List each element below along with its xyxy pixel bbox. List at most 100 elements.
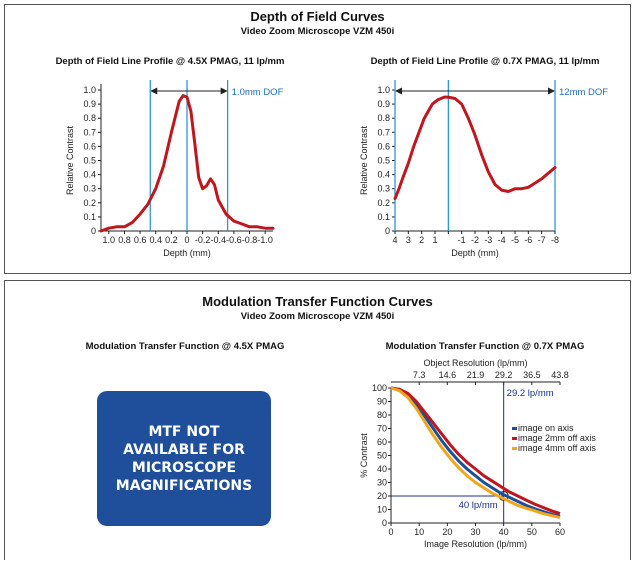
dof-arrow-head-right [548,87,555,95]
x-tick-label: -8 [551,235,559,245]
x-tick-label: 3 [406,235,411,245]
mtf-section: Modulation Transfer Function Curves Vide… [4,280,631,560]
dof-annotation: 1.0mm DOF [232,87,284,98]
mtf-left-title: Modulation Transfer Function @ 4.5X PMAG [85,341,285,352]
y-tick-label: 0.4 [377,170,390,180]
y-tick-label: 0.9 [377,99,390,109]
y-tick-label: 0.8 [83,113,96,123]
x-tick-label: 30 [470,527,480,537]
y-tick-label: 0.1 [377,212,390,222]
x2-axis-label: Object Resolution (lp/mm) [423,358,527,368]
y-tick-label: 0.5 [377,156,390,166]
mtf-not-available-notice: MTF NOT AVAILABLE FOR MICROSCOPE MAGNIFI… [97,391,271,526]
y-tick-label: 0 [382,518,387,528]
y-tick-label: 0.2 [377,198,390,208]
x-tick-label: -0.8 [242,235,258,245]
x-tick-label: 0 [388,527,393,537]
y-tick-label: 0.6 [377,141,390,151]
x-tick-label: 10 [414,527,424,537]
x-axis-label: Depth (mm) [451,248,499,258]
x-axis-label: Image Resolution (lp/mm) [424,539,527,549]
x-tick-label: 0.2 [165,235,178,245]
y-tick-label: 70 [377,424,387,434]
contrast-curve [393,95,557,201]
mtf-section-title: Modulation Transfer Function Curves [202,294,433,309]
mtf-curve-series-2 [390,386,561,516]
dof-chart-0-7x: 00.10.20.30.40.50.60.70.80.91.04 3 2 1 -1 -2-… [359,80,608,258]
dof-arrow-head-right [220,87,228,95]
x-tick-label: -1.0 [257,235,273,245]
x-tick-label: 40 [499,527,509,537]
legend-swatch-3 [512,447,517,450]
mtf-chart-title: Modulation Transfer Function @ 0.7X PMAG [385,341,585,352]
contrast-curve [99,94,275,233]
x-tick-label: 60 [555,527,565,537]
x2-tick-label: 14.6 [439,370,457,380]
x-tick-label: 1 [432,235,437,245]
dof-section: Depth of Field Curves Video Zoom Microsc… [4,4,631,274]
x-tick-label: 0.4 [149,235,162,245]
x-tick-label: -3 [484,235,492,245]
y-tick-label: 0.8 [377,113,390,123]
x2-tick-label: 21.9 [467,370,485,380]
x-tick-label: 2 [419,235,424,245]
x-tick-label: 1.0 [103,235,116,245]
y-tick-label: 10 [377,505,387,515]
y-tick-label: 100 [372,383,387,393]
mtf-chart-0-7x: 0 10 20 30 40 50 60 70 80 90 100 0 10 20 30 40 50 60 7.3 14… [359,358,596,549]
dof-chart-1-title: Depth of Field Line Profile @ 4.5X PMAG,… [55,56,285,67]
annotation-object-resolution: 29.2 lp/mm [507,388,554,399]
y-tick-label: 0.5 [83,156,96,166]
x-tick-label: 0 [184,235,189,245]
x-tick-label: -0.4 [211,235,227,245]
y-tick-label: 0.6 [83,141,96,151]
x-tick-label: 0.8 [118,235,131,245]
y-tick-label: 60 [377,437,387,447]
y-axis-label: Relative Contrast [65,125,75,195]
y-tick-label: 0.1 [83,212,96,222]
x-tick-label: -0.2 [195,235,211,245]
legend-label-1: image on axis [518,423,574,433]
x2-tick-label: 43.8 [551,370,569,380]
y-tick-label: 20 [377,491,387,501]
dof-section-title: Depth of Field Curves [250,9,385,24]
legend-swatch-1 [512,427,517,430]
x2-tick-label: 7.3 [413,370,426,380]
annotation-image-resolution: 40 lp/mm [459,500,498,511]
y-axis-label: Relative Contrast [359,125,369,195]
y-tick-label: 40 [377,464,387,474]
x-tick-label: 50 [527,527,537,537]
y-tick-label: 0 [91,226,96,236]
dof-annotation: 12mm DOF [559,87,608,98]
x2-tick-label: 36.5 [523,370,541,380]
y-tick-label: 0 [385,226,390,236]
y-tick-label: 1.0 [83,85,96,95]
x-tick-label: 0.6 [134,235,147,245]
x-tick-label: -6 [524,235,532,245]
x-tick-label: -4 [498,235,506,245]
x-tick-label: 4 [392,235,397,245]
y-tick-label: 0.3 [377,184,390,194]
legend-label-2: image 2mm off axis [518,433,596,443]
legend-label-3: image 4mm off axis [518,443,596,453]
y-tick-label: 50 [377,451,387,461]
y-tick-label: 0.3 [83,184,96,194]
x-tick-label: -7 [538,235,546,245]
y-tick-label: 30 [377,478,387,488]
y-tick-label: 90 [377,397,387,407]
y-tick-label: 1.0 [377,85,390,95]
legend-swatch-2 [512,437,517,440]
x-tick-label: -5 [511,235,519,245]
y-tick-label: 0.4 [83,170,96,180]
y-tick-label: 0.9 [83,99,96,109]
y-tick-label: 0.7 [377,127,390,137]
x-tick-label: -1 [458,235,466,245]
x2-tick-label: 29.2 [495,370,513,380]
mtf-section-subtitle: Video Zoom Microscope VZM 450i [240,311,395,322]
dof-chart-4-5x: 00.10.20.30.40.50.60.70.80.91.01.0 0.8 0.6… [65,80,284,258]
dof-arrow-head-left [395,87,402,95]
dof-section-subtitle: Video Zoom Microscope VZM 450i [240,26,395,37]
y-tick-label: 0.7 [83,127,96,137]
y-tick-label: 0.2 [83,198,96,208]
dof-arrow-head-left [150,87,158,95]
